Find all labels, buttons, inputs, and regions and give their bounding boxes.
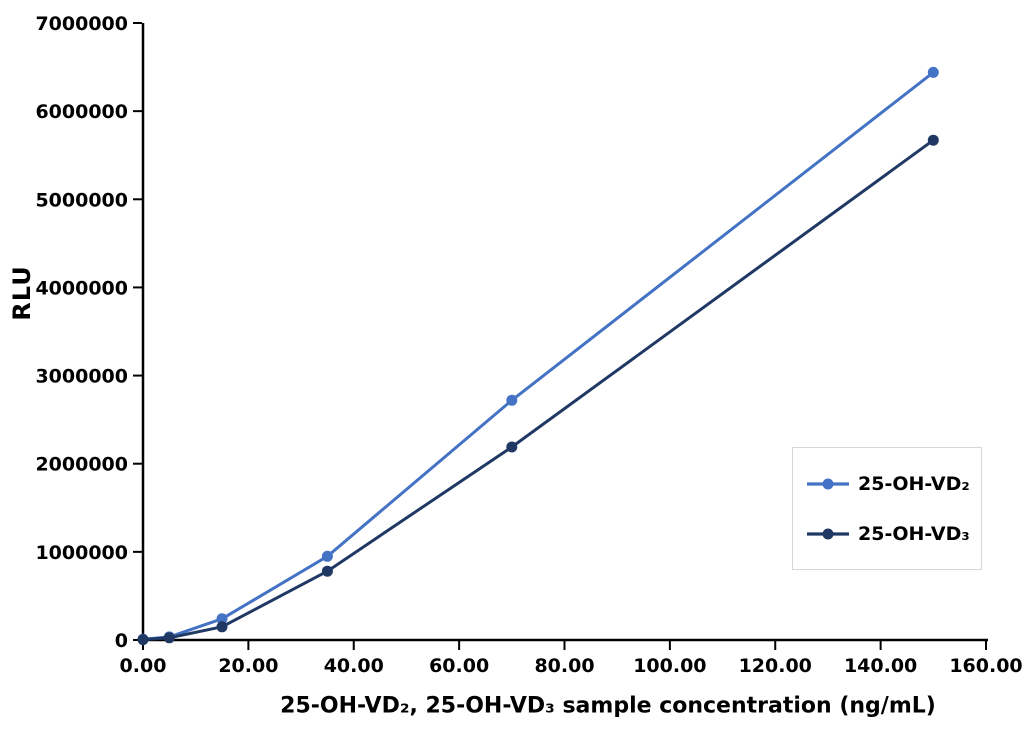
y-tick-label: 7000000: [35, 13, 128, 35]
x-tick-label: 100.00: [633, 655, 706, 677]
legend-marker-icon: [807, 528, 849, 539]
legend-label: 25-OH-VD₃: [858, 522, 970, 545]
x-tick-label: 0.00: [120, 655, 167, 677]
x-tick-label: 60.00: [429, 655, 489, 677]
y-tick-label: 2000000: [35, 454, 128, 476]
x-tick-label: 20.00: [218, 655, 278, 677]
x-tick-label: 120.00: [739, 655, 812, 677]
legend-marker-icon: [807, 478, 849, 489]
data-point: [506, 441, 518, 453]
y-tick-label: 1000000: [35, 542, 128, 564]
data-point: [927, 66, 939, 78]
data-point: [321, 565, 333, 577]
data-point: [216, 613, 228, 625]
data-point: [137, 634, 149, 646]
data-point: [216, 621, 228, 633]
legend-item: 25-OH-VD₃: [806, 522, 981, 546]
y-tick-label: 0: [115, 630, 128, 652]
legend: 25-OH-VD₂ 25-OH-VD₃: [792, 447, 982, 570]
data-point: [927, 134, 939, 146]
y-axis-title: RLU: [8, 265, 36, 321]
legend-label: 25-OH-VD₂: [858, 472, 970, 495]
x-tick-label: 80.00: [534, 655, 594, 677]
y-tick-label: 6000000: [35, 101, 128, 123]
y-tick-label: 4000000: [35, 277, 128, 299]
data-point: [321, 550, 333, 562]
x-tick-label: 140.00: [844, 655, 917, 677]
data-point: [163, 632, 175, 644]
y-tick-label: 5000000: [35, 189, 128, 211]
y-tick-label: 3000000: [35, 366, 128, 388]
x-tick-label: 160.00: [949, 655, 1022, 677]
x-tick-label: 40.00: [324, 655, 384, 677]
x-axis-title: 25-OH-VD₂, 25-OH-VD₃ sample concentratio…: [280, 693, 936, 719]
data-point: [506, 394, 518, 406]
legend-item: 25-OH-VD₂: [806, 472, 981, 496]
